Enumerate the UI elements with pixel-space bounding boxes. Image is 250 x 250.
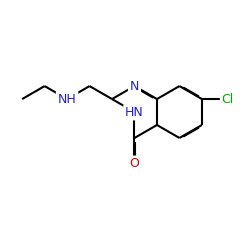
Text: N: N	[130, 80, 139, 92]
Text: HN: HN	[125, 106, 144, 118]
Text: O: O	[130, 158, 140, 170]
Text: Cl: Cl	[222, 92, 234, 106]
Text: NH: NH	[58, 92, 76, 106]
